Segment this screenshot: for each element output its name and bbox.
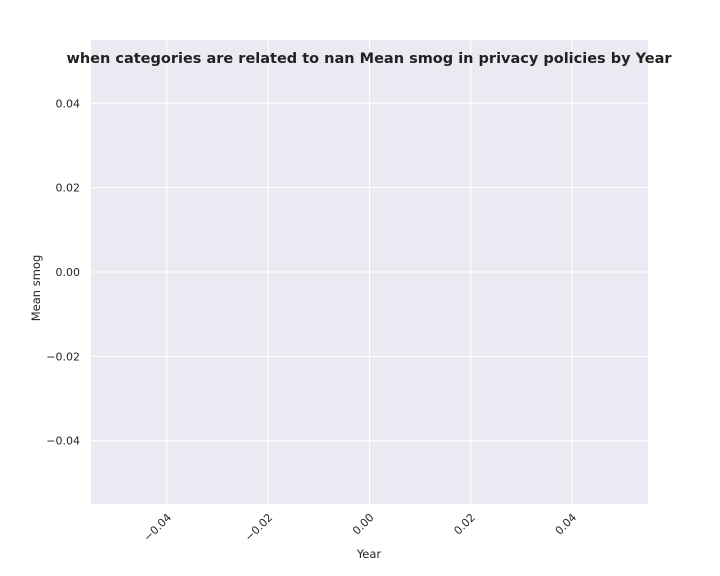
- y-axis: −0.04 −0.02 0.00 0.02 0.04: [46, 97, 80, 447]
- x-tick-label: 0.02: [451, 511, 478, 538]
- y-tick-label: 0.02: [56, 182, 81, 195]
- y-axis-label: Mean smog: [29, 255, 43, 322]
- chart-title: when categories are related to nan Mean …: [66, 51, 672, 67]
- y-tick-label: 0.04: [56, 97, 81, 110]
- x-axis-label: Year: [356, 547, 382, 561]
- y-tick-label: −0.02: [46, 350, 80, 363]
- x-tick-label: −0.04: [141, 511, 174, 544]
- y-tick-label: −0.04: [46, 435, 80, 448]
- x-tick-label: −0.02: [242, 511, 275, 544]
- x-tick-label: 0.04: [553, 511, 580, 538]
- grid-lines: [91, 40, 648, 504]
- x-tick-label: 0.00: [350, 511, 377, 538]
- y-tick-label: 0.00: [56, 266, 81, 279]
- x-axis: −0.04 −0.02 0.00 0.02 0.04: [141, 511, 579, 544]
